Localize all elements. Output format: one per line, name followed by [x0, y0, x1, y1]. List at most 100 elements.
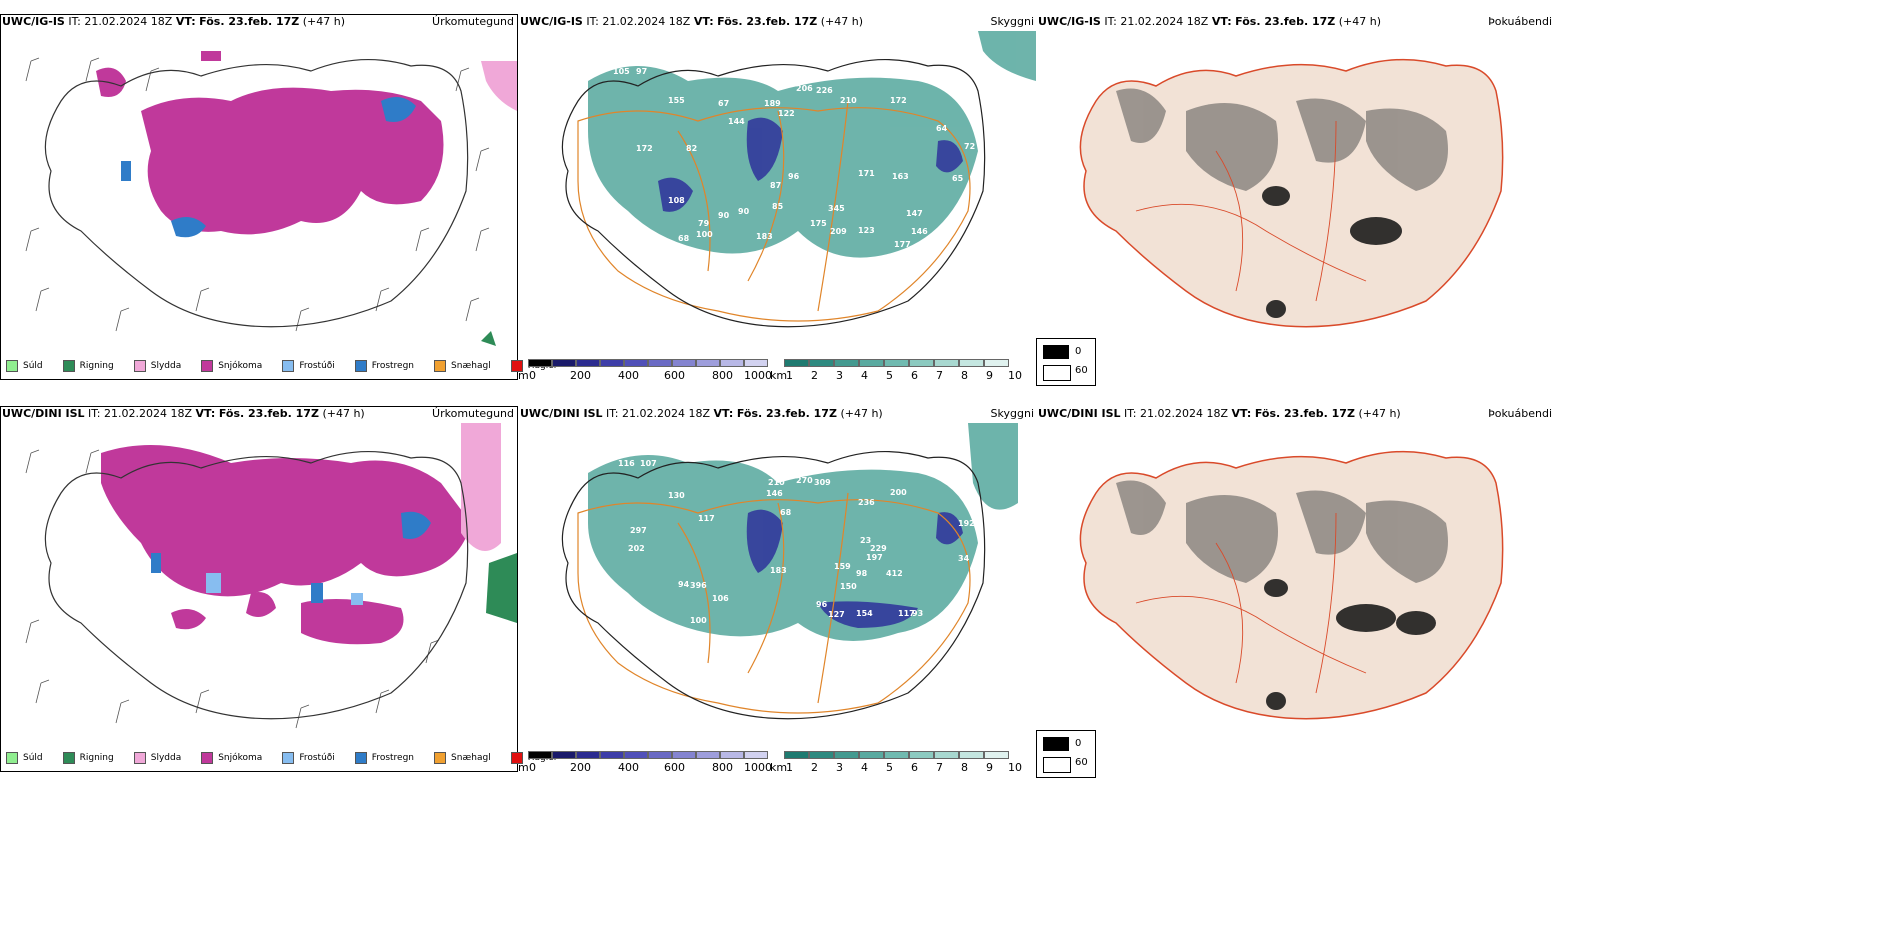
svg-text:159: 159 [834, 562, 851, 571]
colorbar-segment [576, 751, 600, 759]
colorbar-segment [834, 751, 859, 759]
legend-swatch [201, 360, 214, 372]
low-visibility-areas [588, 31, 1036, 258]
precip-map [25, 51, 517, 346]
svg-text:309: 309 [814, 478, 831, 487]
colorbar-tick: 8 [961, 369, 968, 382]
issue-time: IT: 21.02.2024 18Z [606, 407, 711, 420]
colorbar-tick: 800 [712, 369, 733, 382]
panel-title: Þokuábendi [1488, 15, 1552, 28]
colorbar-tick: 3 [836, 761, 843, 774]
svg-text:82: 82 [686, 144, 697, 153]
legend-label: Frostúði [299, 361, 335, 371]
legend-swatch [510, 752, 523, 764]
valid-time: Fös. 23.feb. 17Z [1235, 15, 1336, 28]
fog-legend-label: 0 [1075, 738, 1082, 749]
issue-time: IT: 21.02.2024 18Z [586, 15, 691, 28]
legend-swatch [434, 360, 447, 372]
svg-text:97: 97 [636, 67, 647, 76]
valid-time: Fös. 23.feb. 17Z [1254, 407, 1355, 420]
panel-title: Úrkomutegund [432, 407, 514, 420]
colorbar-tick: 9 [986, 369, 993, 382]
fog-indicator-panel-1: UWC/IG-IS IT: 21.02.2024 18Z VT: Fös. 23… [1036, 14, 1554, 386]
svg-text:127: 127 [828, 610, 845, 619]
svg-text:108: 108 [668, 196, 685, 205]
height-colorbar: m 0 200 400 600 800 1000 [518, 751, 772, 774]
legend-item: Frostregn [354, 360, 414, 372]
colorbar-tick: 0 [529, 369, 536, 382]
lead-time: (+47 h) [322, 407, 365, 420]
colorbar-segment [809, 359, 834, 367]
svg-text:146: 146 [911, 227, 928, 236]
road-network [577, 492, 971, 714]
legend-swatch [282, 752, 295, 764]
colorbar-segment [959, 751, 984, 759]
valid-time: Fös. 23.feb. 17Z [218, 407, 319, 420]
wind-barbs [25, 449, 440, 729]
colorbar-segment [552, 751, 576, 759]
valid-time-label: VT: [713, 407, 734, 420]
colorbar-segment [744, 359, 768, 367]
legend-label: Frostúði [299, 753, 335, 763]
lead-time: (+47 h) [1358, 407, 1401, 420]
legend-swatch [133, 360, 146, 372]
svg-text:197: 197 [866, 553, 883, 562]
valid-time-label: VT: [693, 15, 714, 28]
legend-item: Frostregn [354, 752, 414, 764]
panel-frame [0, 14, 518, 380]
sleet-areas [481, 61, 517, 111]
panel-header: UWC/DINI ISL IT: 21.02.2024 18Z VT: Fös.… [1038, 406, 1401, 422]
legend-label: Súld [23, 753, 43, 763]
panel-header: UWC/IG-IS IT: 21.02.2024 18Z VT: Fös. 23… [520, 14, 863, 30]
colorbar-segment [934, 751, 959, 759]
legend-item: Súld [6, 752, 43, 764]
svg-text:122: 122 [778, 109, 795, 118]
colorbar-tick: 0 [529, 761, 536, 774]
svg-text:345: 345 [828, 204, 845, 213]
model-name: UWC/DINI ISL [2, 407, 85, 420]
colorbar-segment [720, 751, 744, 759]
snow-areas [96, 51, 444, 235]
colorbar-segment [884, 751, 909, 759]
valid-time-label: VT: [1231, 407, 1252, 420]
issue-time: IT: 21.02.2024 18Z [88, 407, 193, 420]
colorbar-tick: 200 [570, 369, 591, 382]
lead-time: (+47 h) [840, 407, 883, 420]
rain-areas [481, 331, 496, 346]
fog-legend-swatch-0 [1043, 737, 1069, 751]
svg-text:210: 210 [768, 478, 785, 487]
colorbar-unit: m [518, 761, 529, 774]
snow-areas [101, 445, 471, 645]
very-low-visibility-areas [658, 117, 963, 212]
colorbar-tick: 1 [786, 761, 793, 774]
roads [1135, 120, 1367, 302]
svg-text:297: 297 [630, 526, 647, 535]
colorbar-segment [528, 359, 552, 367]
colorbar-tick: 10 [1008, 761, 1022, 774]
svg-text:117: 117 [698, 514, 715, 523]
legend-item: Frostúði [282, 360, 335, 372]
legend-swatch [133, 752, 146, 764]
svg-text:209: 209 [830, 227, 847, 236]
colorbar-segment [859, 359, 884, 367]
svg-text:100: 100 [690, 616, 707, 625]
rain-areas [486, 553, 517, 623]
lead-time: (+47 h) [820, 15, 864, 28]
wind-barbs [25, 57, 490, 332]
low-visibility-areas [588, 423, 1018, 641]
fog-map [1079, 450, 1504, 720]
panel-title: Þokuábendi [1488, 407, 1552, 420]
precip-type-panel-2: UWC/DINI ISL IT: 21.02.2024 18Z VT: Fös.… [0, 406, 556, 772]
colorbar-tick: 3 [836, 369, 843, 382]
valid-time-label: VT: [1211, 15, 1232, 28]
colorbar-segment [984, 359, 1009, 367]
svg-text:105: 105 [613, 67, 630, 76]
fog-legend-swatch-0 [1043, 345, 1069, 359]
colorbar-tick: 5 [886, 369, 893, 382]
panel-title: Skyggni [990, 15, 1034, 28]
svg-text:183: 183 [756, 232, 773, 241]
svg-text:117: 117 [898, 609, 915, 618]
panel-header: UWC/DINI ISL IT: 21.02.2024 18Z VT: Fös.… [2, 406, 365, 422]
valid-time: Fös. 23.feb. 17Z [199, 15, 300, 28]
colorbar-tick: 7 [936, 369, 943, 382]
